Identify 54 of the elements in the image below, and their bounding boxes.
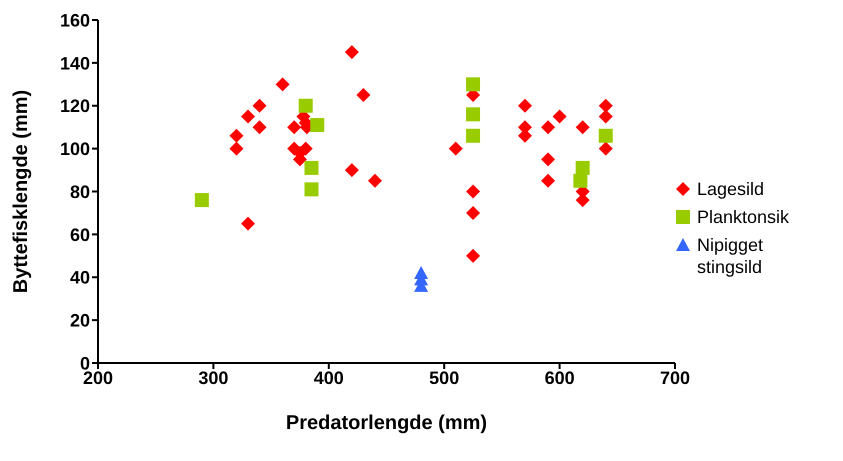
point — [276, 77, 290, 92]
point — [229, 128, 244, 143]
x-axis-title: Predatorlengde (mm) — [286, 412, 488, 434]
point — [298, 98, 313, 113]
point — [576, 160, 590, 175]
x-tick-label: 700 — [660, 368, 690, 388]
point — [466, 248, 480, 263]
point — [573, 174, 588, 188]
point — [598, 128, 613, 143]
point — [356, 88, 370, 102]
y-tick-label: 100 — [60, 139, 90, 160]
point — [541, 120, 556, 134]
point — [252, 120, 267, 134]
point — [229, 142, 244, 156]
point — [344, 163, 359, 178]
point — [194, 193, 209, 208]
y-tick-label: 80 — [70, 182, 90, 202]
x-tick-label: 600 — [544, 368, 575, 388]
y-axis-title: Byttefisklengde (mm) — [10, 90, 32, 294]
point — [287, 120, 302, 134]
point — [252, 98, 267, 113]
point — [466, 184, 480, 198]
point — [344, 45, 359, 60]
point — [598, 142, 613, 156]
point — [304, 182, 318, 196]
point — [368, 174, 382, 188]
point — [448, 142, 463, 156]
point — [576, 120, 590, 134]
point — [518, 98, 532, 113]
x-tick-label: 500 — [429, 368, 460, 388]
point — [241, 109, 256, 124]
point — [466, 128, 480, 143]
point — [541, 174, 556, 188]
y-tick-label: 40 — [70, 268, 90, 288]
y-tick-label: 140 — [60, 53, 90, 74]
legend-label: Planktonsik — [697, 206, 790, 228]
x-tick-label: 400 — [314, 368, 344, 388]
x-tick-label: 300 — [198, 368, 228, 388]
point — [310, 118, 324, 132]
point — [552, 109, 567, 124]
point — [598, 98, 613, 113]
point — [598, 109, 613, 124]
y-tick-label: 120 — [60, 96, 90, 116]
point — [466, 107, 480, 122]
y-tick-label: 60 — [70, 224, 90, 245]
point — [541, 152, 556, 166]
point — [466, 206, 480, 220]
legend-label: Nipigget stingsild — [697, 234, 764, 278]
y-tick-label: 160 — [60, 10, 90, 30]
point — [466, 77, 480, 92]
point — [241, 216, 256, 231]
point — [304, 160, 318, 175]
y-tick-label: 20 — [70, 310, 90, 331]
legend-label: Lagesild — [697, 178, 766, 200]
